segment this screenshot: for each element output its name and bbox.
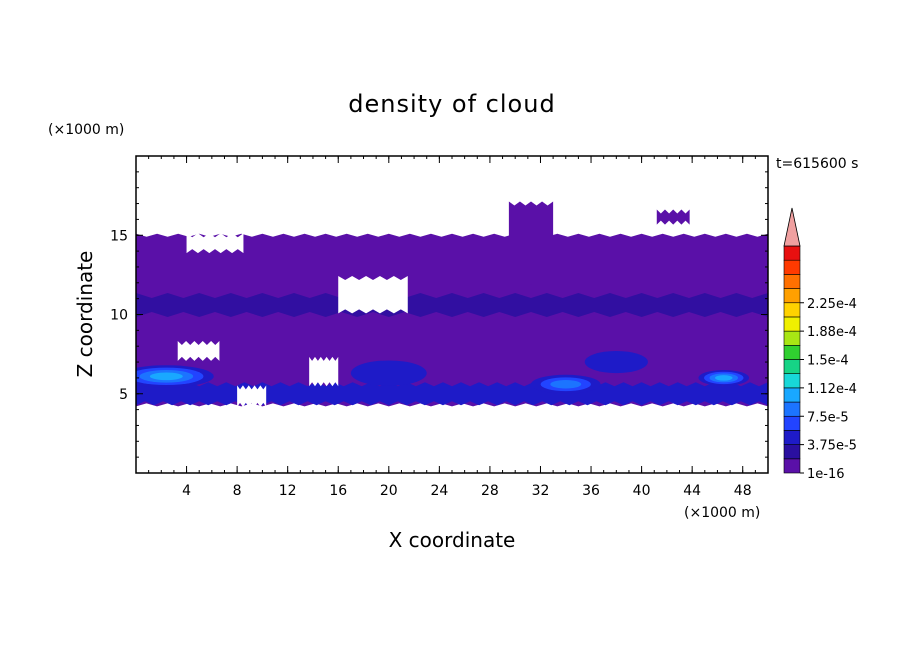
colorbar-swatch — [783, 316, 801, 332]
colorbar-label: 2.25e-4 — [807, 297, 857, 312]
x-tick-label: 44 — [683, 483, 701, 499]
y-axis-title: Z coordinate — [73, 251, 97, 378]
colorbar-swatch — [783, 401, 801, 417]
colorbar-label: 1.88e-4 — [807, 325, 857, 340]
cloud-cell — [656, 209, 690, 225]
x-tick-label: 24 — [430, 483, 448, 499]
dense-band — [136, 292, 768, 317]
clear-air — [309, 356, 339, 387]
colorbar-swatch — [783, 430, 801, 445]
colorbar-label: 3.75e-5 — [807, 439, 857, 454]
cloud-layer — [136, 233, 768, 407]
y-tick-label: 10 — [110, 308, 128, 324]
colorbar-swatch — [783, 373, 801, 389]
colorbar-label: 1.12e-4 — [807, 382, 857, 397]
colorbar-swatch — [783, 415, 801, 431]
cloud-core — [149, 372, 183, 381]
x-axis-title: X coordinate — [389, 528, 516, 552]
cloud-core — [350, 360, 427, 386]
y-axis: 5 10 15 — [110, 155, 768, 474]
colorbar-label: 1.5e-4 — [807, 354, 849, 369]
cloud-core — [714, 375, 733, 381]
chart-title: density of cloud — [348, 90, 555, 118]
colorbar-swatch — [783, 259, 801, 275]
colorbar-swatch — [783, 245, 801, 261]
cloud-core — [550, 380, 582, 389]
colorbar-swatch — [783, 274, 801, 289]
colorbar-extend — [783, 207, 801, 247]
colorbar-label: 1e-16 — [807, 467, 845, 482]
colorbar-swatch — [783, 458, 801, 474]
x-tick-label: 32 — [532, 483, 550, 499]
x-tick-label: 20 — [380, 483, 398, 499]
colorbar: 1e-16 3.75e-5 7.5e-5 1.12e-4 1.5e-4 1.88e-4 2.… — [783, 207, 857, 482]
x-tick-label: 36 — [582, 483, 600, 499]
colorbar-swatch — [783, 359, 801, 374]
clear-air — [177, 341, 220, 361]
colorbar-swatch — [783, 345, 801, 360]
low-band — [136, 382, 768, 406]
colorbar-swatch — [783, 444, 801, 460]
density-field — [136, 201, 768, 407]
cloud-cell — [508, 201, 554, 285]
cloud-core — [584, 350, 648, 374]
x-tick-label: 12 — [279, 483, 297, 499]
colorbar-label: 7.5e-5 — [807, 410, 849, 425]
x-tick-label: 4 — [182, 483, 191, 499]
y-unit-label: (×1000 m) — [48, 122, 124, 138]
colorbar-swatch — [783, 302, 801, 318]
clear-air — [237, 385, 267, 407]
x-tick-label: 28 — [481, 483, 499, 499]
x-tick-label: 40 — [633, 483, 651, 499]
x-axis: 4 8 12 16 20 24 28 32 36 40 44 48 — [135, 156, 769, 499]
y-tick-label: 15 — [110, 228, 128, 244]
clear-air — [186, 233, 244, 254]
y-tick-label: 5 — [119, 387, 128, 403]
x-tick-label: 8 — [233, 483, 242, 499]
colorbar-swatch — [783, 387, 801, 403]
x-tick-label: 48 — [734, 483, 752, 499]
colorbar-swatch — [783, 330, 801, 346]
colorbar-swatch — [783, 288, 801, 304]
time-label: t=615600 s — [776, 156, 858, 172]
clear-air — [338, 276, 408, 314]
x-unit-label: (×1000 m) — [684, 505, 760, 521]
x-tick-label: 16 — [329, 483, 347, 499]
